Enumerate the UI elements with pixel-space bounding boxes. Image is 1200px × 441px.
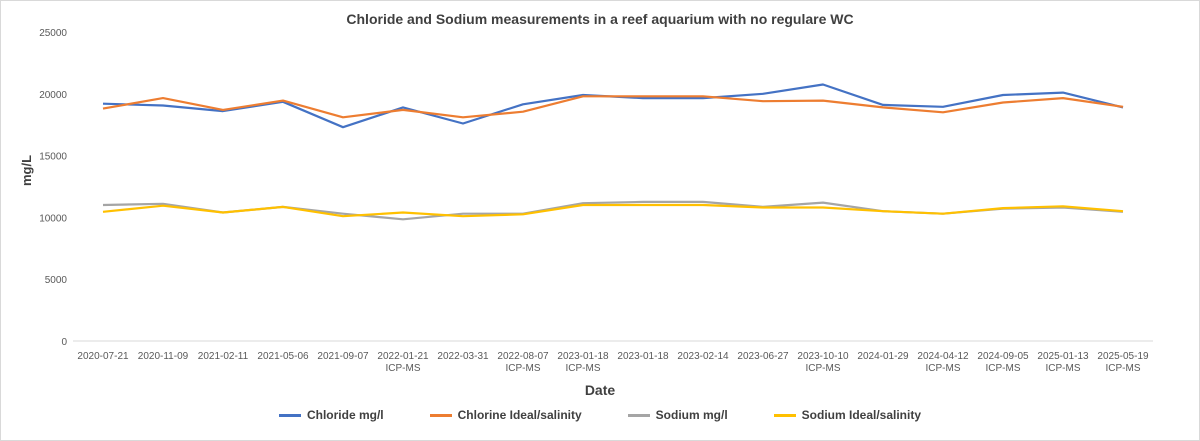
legend: Chloride mg/l Chlorine Ideal/salinity Sodi…	[1, 408, 1199, 422]
y-tick-label: 20000	[39, 90, 67, 101]
series-line-4	[102, 203, 1124, 218]
series-line-2	[102, 95, 1124, 119]
legend-label: Sodium Ideal/salinity	[801, 408, 922, 422]
x-tick-label: 2023-10-10	[797, 351, 849, 362]
x-tick-label: ICP-MS	[1046, 363, 1081, 374]
y-tick-label: 15000	[39, 152, 67, 163]
y-tick-label: 10000	[39, 213, 67, 224]
legend-swatch	[773, 413, 796, 417]
x-axis-label: Date	[584, 382, 616, 398]
x-tick-label: 2025-05-19	[1097, 351, 1149, 362]
x-tick-label: 2021-09-07	[317, 351, 369, 362]
x-tick-label: ICP-MS	[986, 363, 1021, 374]
x-tick-label: ICP-MS	[506, 363, 541, 374]
legend-label: Chlorine Ideal/salinity	[457, 408, 582, 422]
y-tick-label: 25000	[39, 28, 67, 39]
x-tick-label: 2021-02-11	[198, 351, 249, 362]
x-tick-label: ICP-MS	[386, 363, 421, 374]
x-tick-label: 2022-03-31	[437, 351, 489, 362]
y-tick-label: 0	[61, 337, 67, 348]
legend-item-4: Sodium Ideal/salinity	[773, 408, 922, 422]
x-tick-label: 2023-01-18	[617, 351, 669, 362]
x-tick-label: 2023-06-27	[737, 351, 789, 362]
legend-swatch	[429, 413, 452, 417]
x-tick-label: 2023-02-14	[677, 351, 729, 362]
x-tick-label: 2022-01-21	[377, 351, 429, 362]
x-tick-label: ICP-MS	[566, 363, 601, 374]
chart-title: Chloride and Sodium measurements in a re…	[346, 11, 854, 27]
legend-item-2: Chlorine Ideal/salinity	[429, 408, 582, 422]
x-tick-label: 2021-05-06	[257, 351, 309, 362]
x-tick-label: 2024-04-12	[917, 351, 969, 362]
x-tick-label: 2020-11-09	[138, 351, 189, 362]
x-tick-label: ICP-MS	[1106, 363, 1141, 374]
plot-area: 0 5000 10000 15000 20000 25000 2020-07-21 2020-…	[39, 28, 1153, 374]
legend-label: Sodium mg/l	[655, 408, 728, 422]
x-tick-label: 2025-01-13	[1037, 351, 1089, 362]
y-tick-label: 5000	[45, 275, 68, 286]
x-tick-label: 2022-08-07	[497, 351, 549, 362]
legend-swatch	[278, 413, 301, 417]
x-tick-label: 2024-01-29	[857, 351, 909, 362]
x-tick-label: 2020-07-21	[77, 351, 129, 362]
legend-item-1: Chloride mg/l	[278, 408, 384, 422]
x-tick-label: 2023-01-18	[557, 351, 609, 362]
legend-swatch	[627, 413, 650, 417]
x-tick-label: ICP-MS	[926, 363, 961, 374]
legend-item-3: Sodium mg/l	[627, 408, 728, 422]
legend-label: Chloride mg/l	[306, 408, 384, 422]
x-tick-label: ICP-MS	[806, 363, 841, 374]
x-tick-label: 2024-09-05	[977, 351, 1029, 362]
